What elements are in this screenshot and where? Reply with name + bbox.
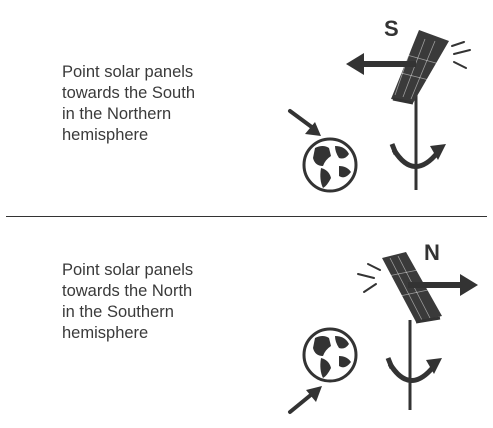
caption-line: towards the South: [62, 84, 195, 102]
direction-arrow-icon: [346, 53, 416, 75]
pole-icon: [414, 80, 418, 190]
caption-line: in the Northern: [62, 105, 172, 123]
rotation-arrow-icon: [385, 357, 442, 383]
caption-line: towards the North: [62, 282, 193, 300]
globe-icon: [302, 327, 358, 383]
globe-icon: [302, 137, 358, 193]
section-divider: [6, 216, 487, 217]
sun-rays-icon: [357, 263, 381, 293]
caption-line: hemisphere: [62, 324, 149, 342]
direction-arrow-icon: [408, 274, 478, 296]
south-direction-label: S: [384, 16, 399, 41]
caption-line: hemisphere: [62, 126, 149, 144]
caption-line: Point solar panels: [62, 261, 194, 279]
pointer-arrow-icon: [288, 109, 321, 136]
southern-caption: Point solar panels towards the North in …: [62, 260, 193, 344]
northern-caption: Point solar panels towards the South in …: [62, 62, 195, 146]
sun-rays-icon: [451, 41, 471, 69]
pole-icon: [408, 320, 412, 410]
caption-line: in the Southern: [62, 303, 174, 321]
north-direction-label: N: [424, 240, 440, 265]
caption-line: Point solar panels: [62, 63, 194, 81]
rotation-arrow-icon: [389, 143, 446, 169]
southern-hemisphere-section: Point solar panels towards the North in …: [0, 218, 493, 428]
pointer-arrow-icon: [288, 386, 322, 414]
northern-hemisphere-section: Point solar panels towards the South in …: [62, 16, 471, 193]
